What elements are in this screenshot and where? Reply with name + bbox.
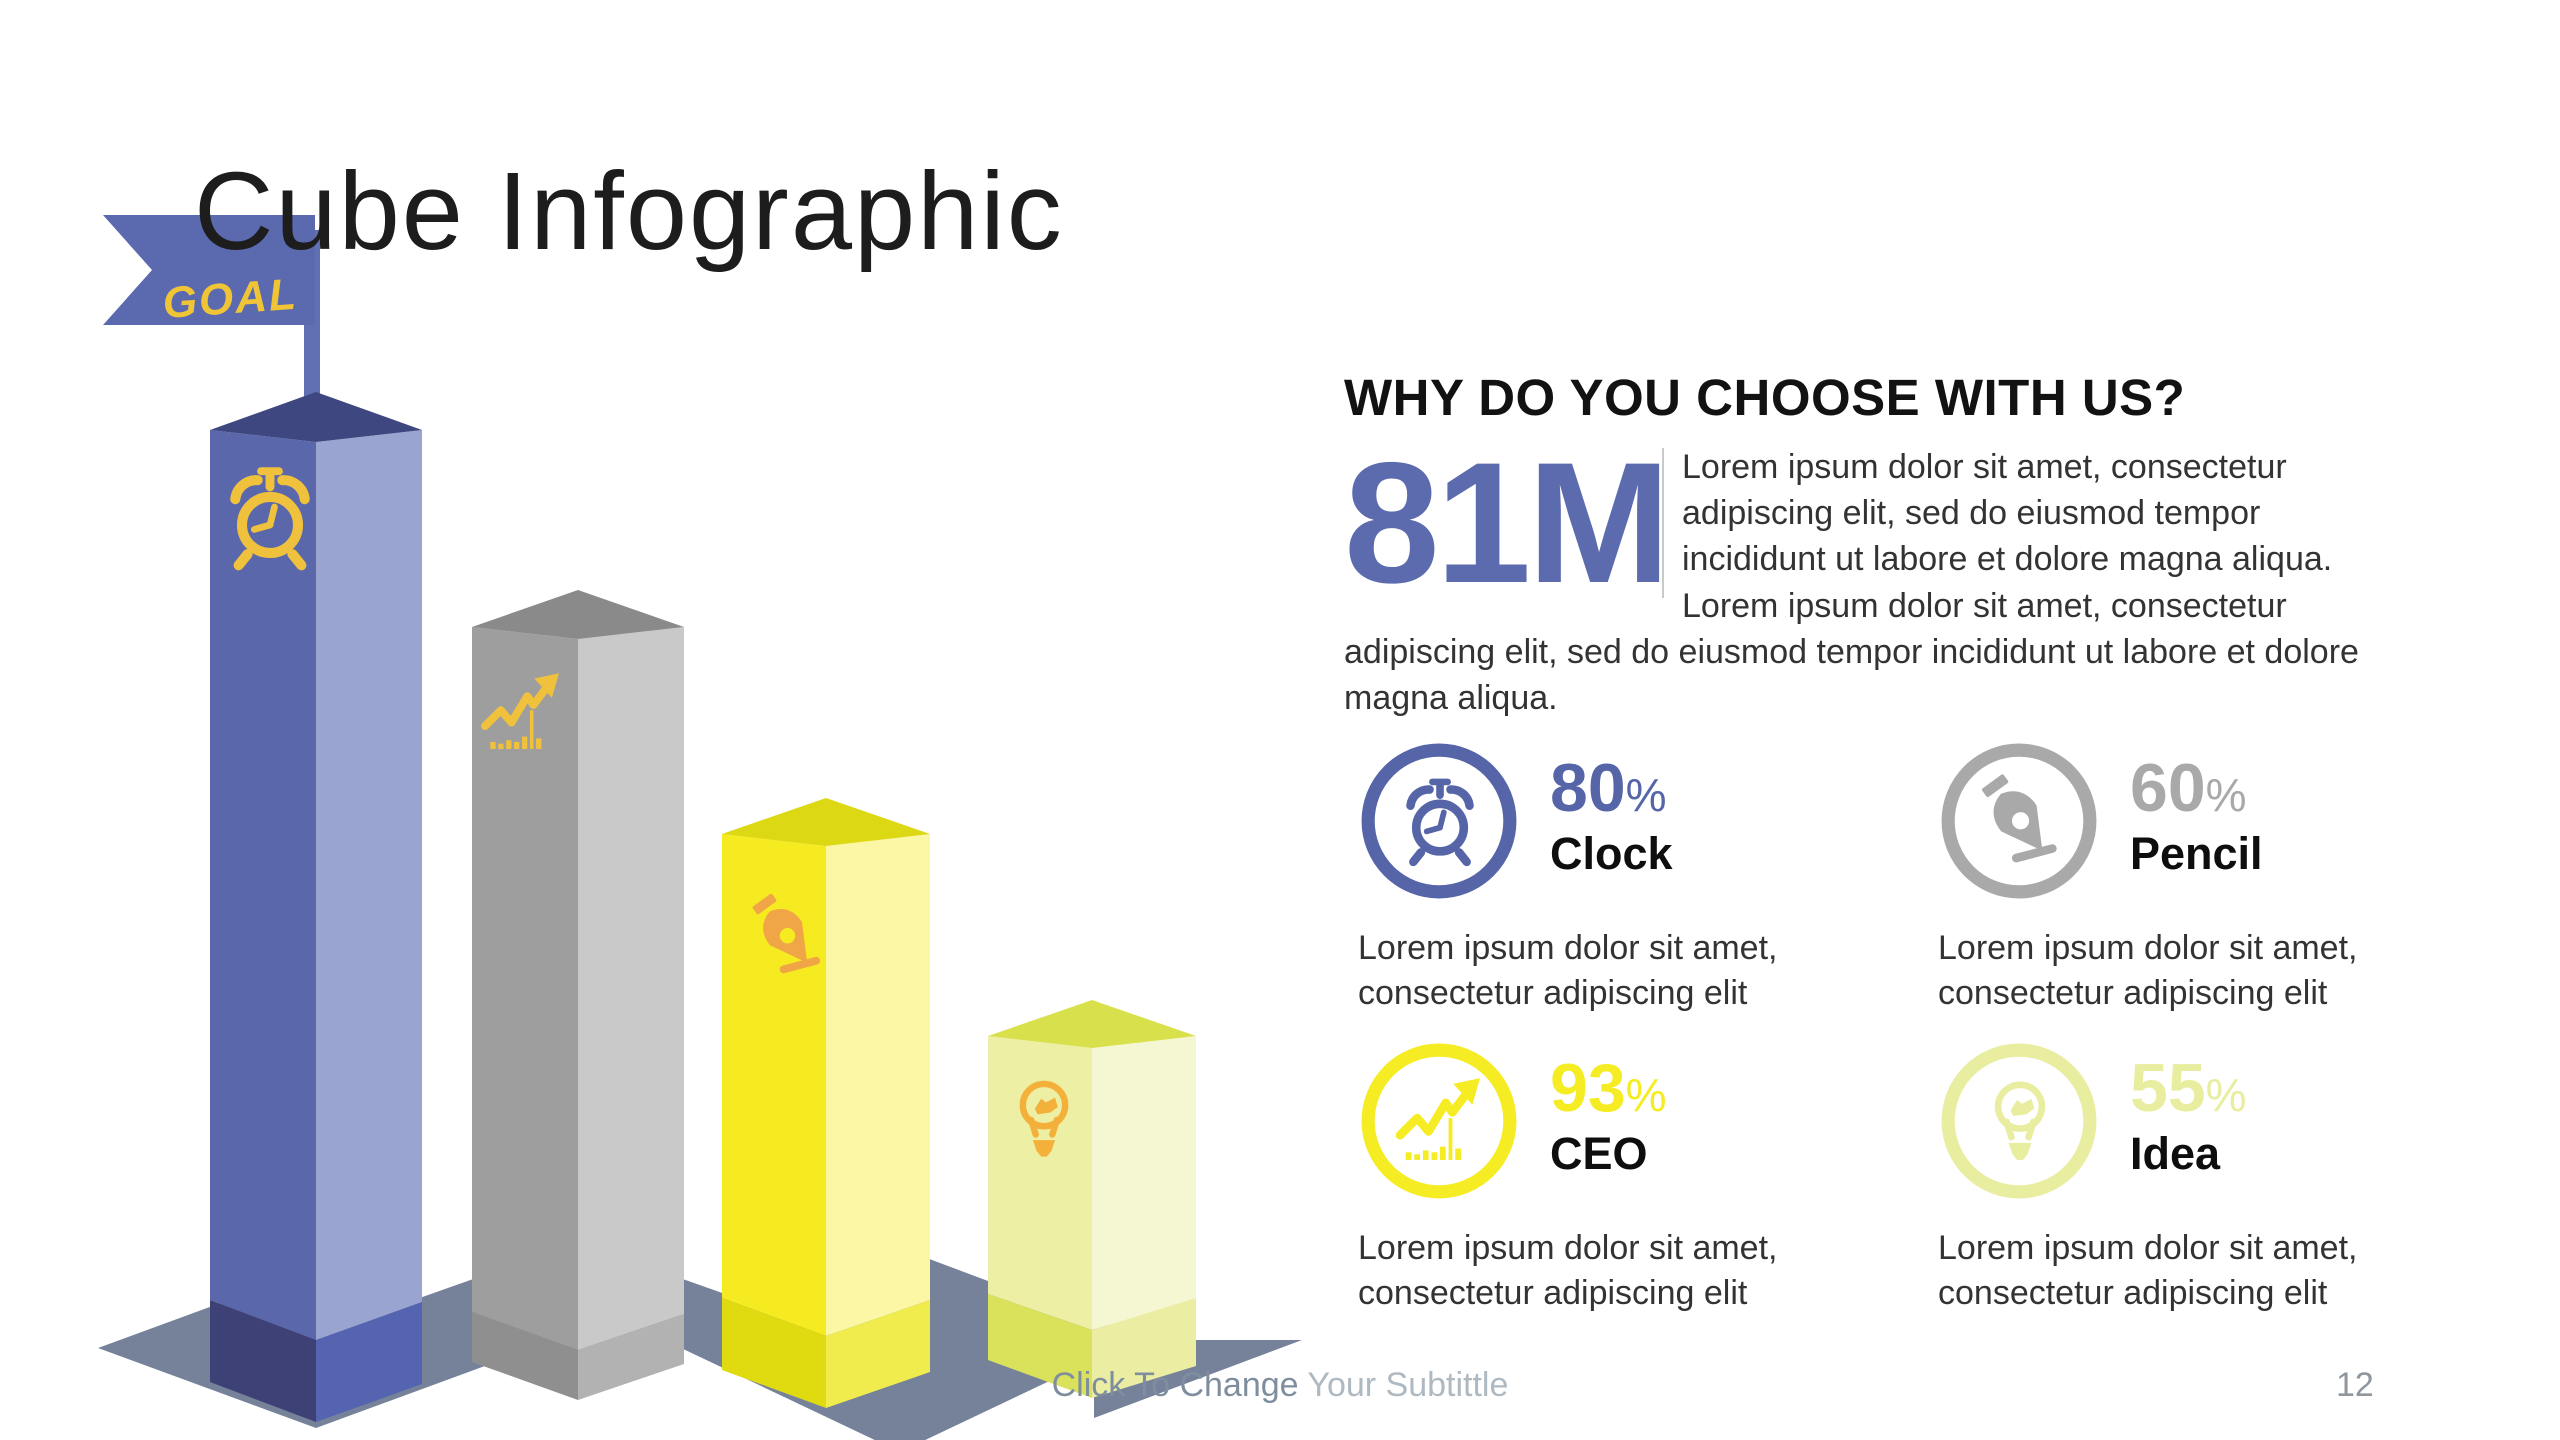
stat-percent: 93% bbox=[1550, 1050, 1667, 1126]
subtitle-placeholder: Click To Change Your Subtittle bbox=[1052, 1366, 1509, 1405]
subtitle-secondary: Your Subtittle bbox=[1298, 1366, 1509, 1404]
column-pen bbox=[722, 798, 930, 1408]
intro-paragraph: 81M Lorem ipsum dolor sit amet, consecte… bbox=[1344, 427, 2404, 721]
light-bulb-icon bbox=[1941, 1043, 2097, 1199]
slide-title: Cube Infographic bbox=[194, 150, 1064, 273]
alarm-clock-icon bbox=[1361, 743, 1517, 899]
stat-pencil: 60% Pencil Lorem ipsum dolor sit amet, c… bbox=[1938, 740, 2508, 1016]
stat-clock: 80% Clock Lorem ipsum dolor sit amet, co… bbox=[1358, 740, 1928, 1016]
intro-text: Lorem ipsum dolor sit amet, consectetur … bbox=[1344, 448, 2359, 718]
stat-label: Idea bbox=[2130, 1128, 2221, 1179]
column-idea bbox=[988, 1000, 1196, 1398]
growth-chart-icon bbox=[1361, 1043, 1517, 1199]
stat-description: Lorem ipsum dolor sit amet, consectetur … bbox=[1358, 929, 1778, 1012]
cube-infographic-graphic: GOAL bbox=[98, 215, 1302, 1440]
column-clock bbox=[210, 392, 422, 1422]
big-stat-value: 81M bbox=[1344, 427, 1671, 619]
subtitle-primary: Click To Change bbox=[1051, 1366, 1299, 1404]
pen-nib-icon bbox=[1941, 743, 2097, 899]
goal-flag: GOAL bbox=[103, 215, 315, 328]
column-growth bbox=[472, 590, 684, 1400]
stat-idea: 55% Idea Lorem ipsum dolor sit amet, con… bbox=[1938, 1040, 2508, 1316]
stat-description: Lorem ipsum dolor sit amet, consectetur … bbox=[1938, 929, 2358, 1012]
page-number: 12 bbox=[2336, 1366, 2374, 1404]
stat-percent: 80% bbox=[1550, 750, 1667, 826]
alarm-clock-icon bbox=[235, 471, 304, 565]
stat-label: CEO bbox=[1550, 1128, 1648, 1179]
stat-description: Lorem ipsum dolor sit amet, consectetur … bbox=[1358, 1229, 1778, 1312]
stat-label: Clock bbox=[1550, 828, 1673, 879]
stat-description: Lorem ipsum dolor sit amet, consectetur … bbox=[1938, 1229, 2358, 1312]
section-heading: WHY DO YOU CHOOSE WITH US? bbox=[1344, 369, 2186, 426]
stat-percent: 55% bbox=[2130, 1050, 2247, 1126]
stat-ceo: 93% CEO Lorem ipsum dolor sit amet, cons… bbox=[1358, 1040, 1928, 1316]
stat-percent: 60% bbox=[2130, 750, 2247, 826]
goal-flag-label: GOAL bbox=[161, 270, 299, 328]
stat-label: Pencil bbox=[2130, 828, 2263, 879]
